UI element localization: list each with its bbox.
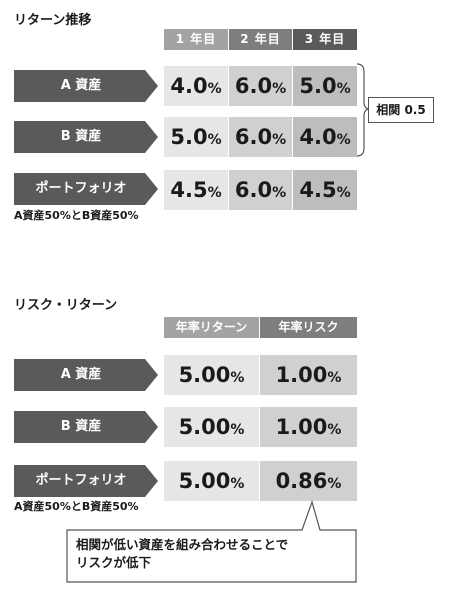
s1-portfolio-note: A資産50%とB資産50% (14, 209, 139, 222)
s1-row-portfolio-label: ポートフォリオ (14, 173, 158, 205)
risk-callout-text: 相関が低い資産を組み合わせることで リスクが低下 (76, 536, 288, 572)
correlation-label: 相関 0.5 (368, 97, 434, 123)
s2-p-return: 5.00% (164, 461, 259, 501)
s1-p-year3: 4.5% (293, 170, 357, 210)
section1-title: リターン推移 (14, 13, 92, 28)
s2-col-risk: 年率リスク (260, 317, 357, 338)
s2-a-return: 5.00% (164, 355, 259, 395)
s2-row-portfolio-label: ポートフォリオ (14, 465, 158, 497)
s2-col-return: 年率リターン (164, 317, 259, 338)
s2-b-risk: 1.00% (260, 407, 357, 447)
s1-col-year1: 1 年目 (164, 29, 228, 50)
s1-b-year2: 6.0% (229, 117, 292, 157)
risk-callout-line1: 相関が低い資産を組み合わせることで (76, 537, 289, 552)
s1-col-year2: 2 年目 (229, 29, 292, 50)
s1-col-year3: 3 年目 (293, 29, 357, 50)
s1-a-year3: 5.0% (293, 66, 357, 106)
s1-b-year3: 4.0% (293, 117, 357, 157)
s2-a-risk: 1.00% (260, 355, 357, 395)
s1-a-year2: 6.0% (229, 66, 292, 106)
s1-row-b-label: B 資産 (14, 121, 158, 153)
s2-row-a-label: A 資産 (14, 359, 158, 391)
s1-b-year1: 5.0% (164, 117, 228, 157)
risk-callout-line2: リスクが低下 (76, 555, 152, 570)
section2-title: リスク・リターン (14, 298, 118, 313)
s2-p-risk: 0.86% (260, 461, 357, 501)
s2-portfolio-note: A資産50%とB資産50% (14, 500, 139, 513)
s1-a-year1: 4.0% (164, 66, 228, 106)
s2-row-b-label: B 資産 (14, 411, 158, 443)
s1-p-year1: 4.5% (164, 170, 228, 210)
s1-p-year2: 6.0% (229, 170, 292, 210)
s2-b-return: 5.00% (164, 407, 259, 447)
risk-callout-bubble (66, 500, 357, 583)
s1-row-a-label: A 資産 (14, 70, 158, 102)
